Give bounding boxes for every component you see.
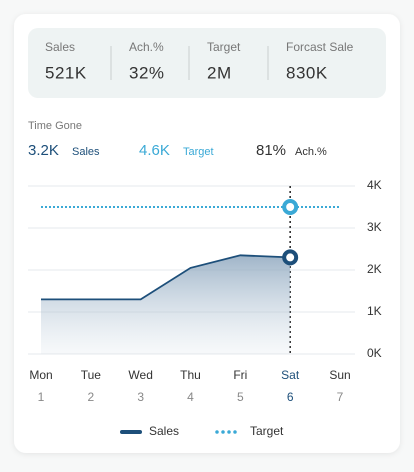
y-tick-label: 0K xyxy=(367,346,382,360)
day-number: 7 xyxy=(337,390,344,404)
x-tick-label: Wed xyxy=(128,368,152,382)
sales-area xyxy=(41,255,291,354)
x-tick-label: Thu xyxy=(180,368,201,382)
y-tick-label: 2K xyxy=(367,262,382,276)
summary-label: Target xyxy=(183,146,214,158)
kpi-label: Sales xyxy=(45,40,75,54)
kpi-label: Ach.% xyxy=(129,40,164,54)
legend-label: Target xyxy=(250,424,284,438)
x-tick-label: Sat xyxy=(281,368,300,382)
kpi-value: 830K xyxy=(286,63,328,82)
kpi-label: Target xyxy=(207,40,241,54)
day-number: 5 xyxy=(237,390,244,404)
kpi-value: 32% xyxy=(129,63,165,82)
plot: 0K 1K 2K 3K 4K Mon 1 Tue 2 Wed 3 Thu 4 Fri 5 Sat 6 Sun 7 Sa… xyxy=(28,178,382,438)
day-number: 6 xyxy=(287,390,294,404)
summary-label: Sales xyxy=(72,146,100,158)
y-tick-label: 4K xyxy=(367,178,382,192)
day-number: 2 xyxy=(87,390,94,404)
day-number: 4 xyxy=(187,390,194,404)
x-tick-label: Sun xyxy=(329,368,350,382)
summary-value: 4.6K xyxy=(139,142,170,159)
day-number: 1 xyxy=(38,390,45,404)
x-tick-label: Mon xyxy=(29,368,52,382)
x-tick-label: Fri xyxy=(233,368,247,382)
x-tick-label: Tue xyxy=(81,368,102,382)
legend-label: Sales xyxy=(149,424,179,438)
summary-value: 81% xyxy=(256,142,286,159)
summary-label: Ach.% xyxy=(295,146,327,158)
kpi-box xyxy=(28,28,386,98)
kpi-label: Forcast Sale xyxy=(286,40,354,54)
highlight-marker xyxy=(282,249,299,266)
kpi-value: 2M xyxy=(207,63,232,82)
kpi-value: 521K xyxy=(45,63,87,82)
sales-line xyxy=(41,254,291,301)
highlight-marker xyxy=(282,199,299,215)
y-tick-label: 1K xyxy=(367,304,382,318)
section-title: Time Gone xyxy=(28,120,82,132)
y-tick-label: 3K xyxy=(367,220,382,234)
summary-value: 3.2K xyxy=(28,142,59,159)
day-number: 3 xyxy=(137,390,144,404)
